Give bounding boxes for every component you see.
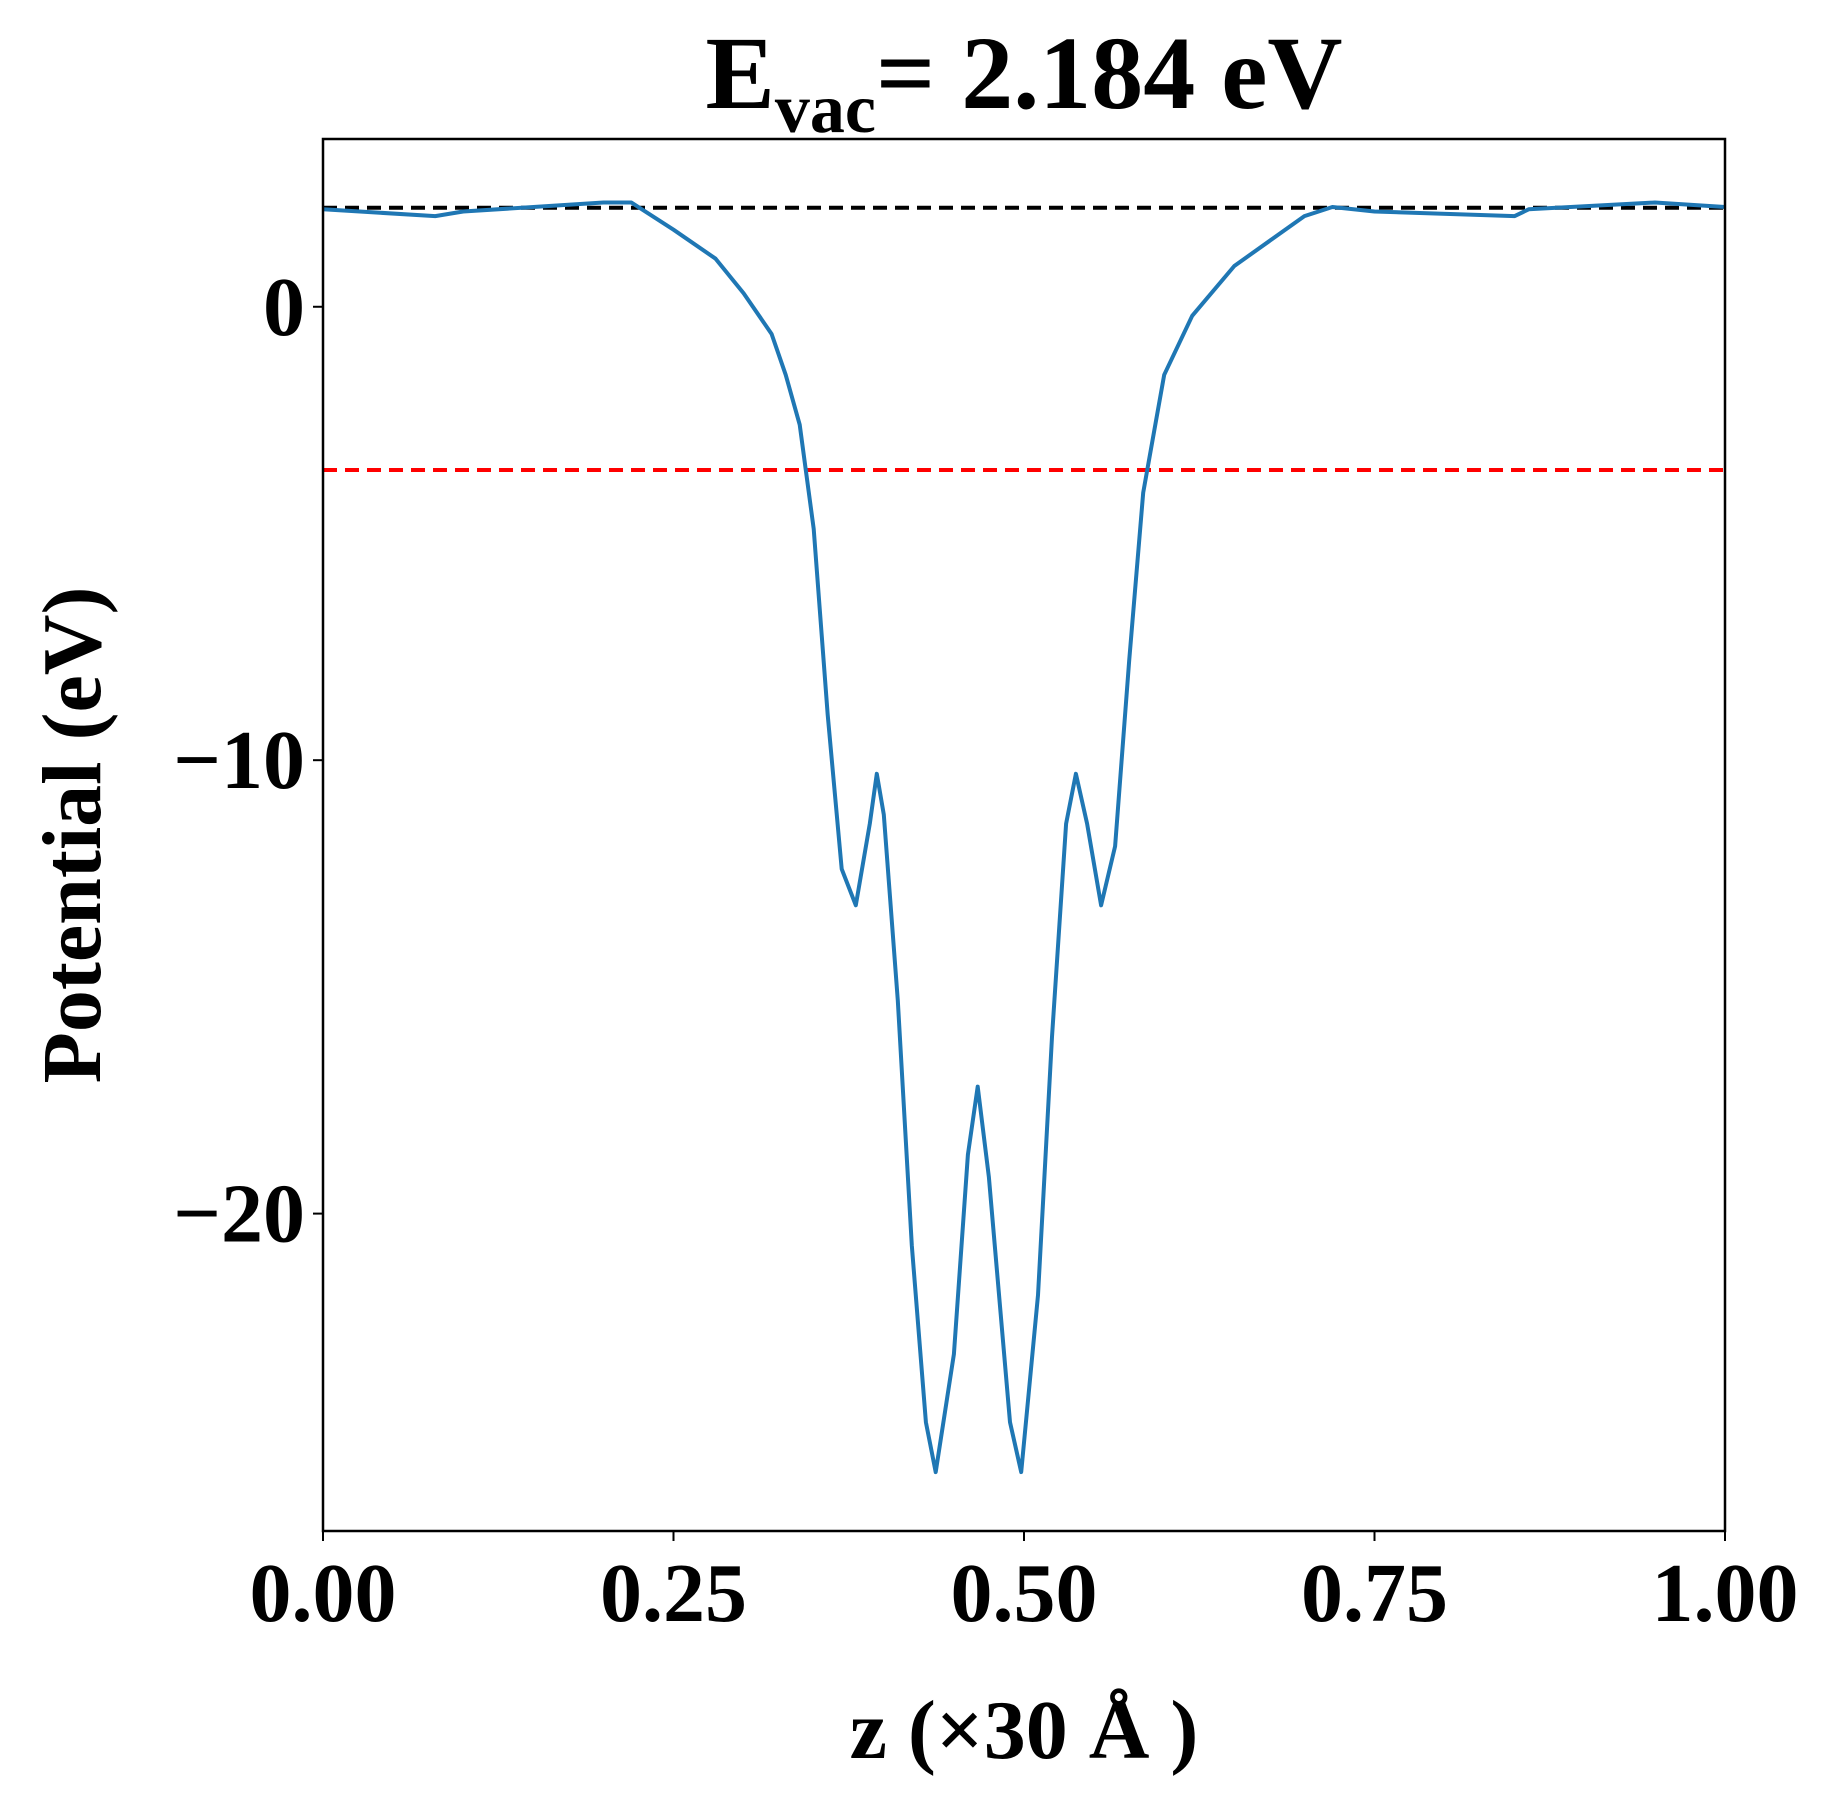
y-tick-label: −20 — [173, 1168, 305, 1261]
x-axis-label: z (×30 Å ) — [850, 1684, 1199, 1777]
data-line — [322, 200, 1726, 1475]
x-tick-label: 0.75 — [1301, 1547, 1448, 1640]
x-tick-label: 1.00 — [1652, 1547, 1799, 1640]
y-tick-label: 0 — [263, 261, 305, 354]
y-axis-label: Potential (eV) — [26, 587, 119, 1084]
title-main: E — [706, 16, 775, 131]
plot-frame — [321, 137, 1727, 1533]
x-tick-label: 0.00 — [250, 1547, 397, 1640]
title-rest: = 2.184 eV — [876, 16, 1343, 131]
x-tick-label: 0.25 — [600, 1547, 747, 1640]
chart-title: Evac= 2.184 eV — [706, 16, 1343, 148]
y-tick-label: −10 — [173, 714, 305, 807]
x-tick-label: 0.50 — [951, 1547, 1098, 1640]
title-subscript: vac — [775, 71, 876, 148]
